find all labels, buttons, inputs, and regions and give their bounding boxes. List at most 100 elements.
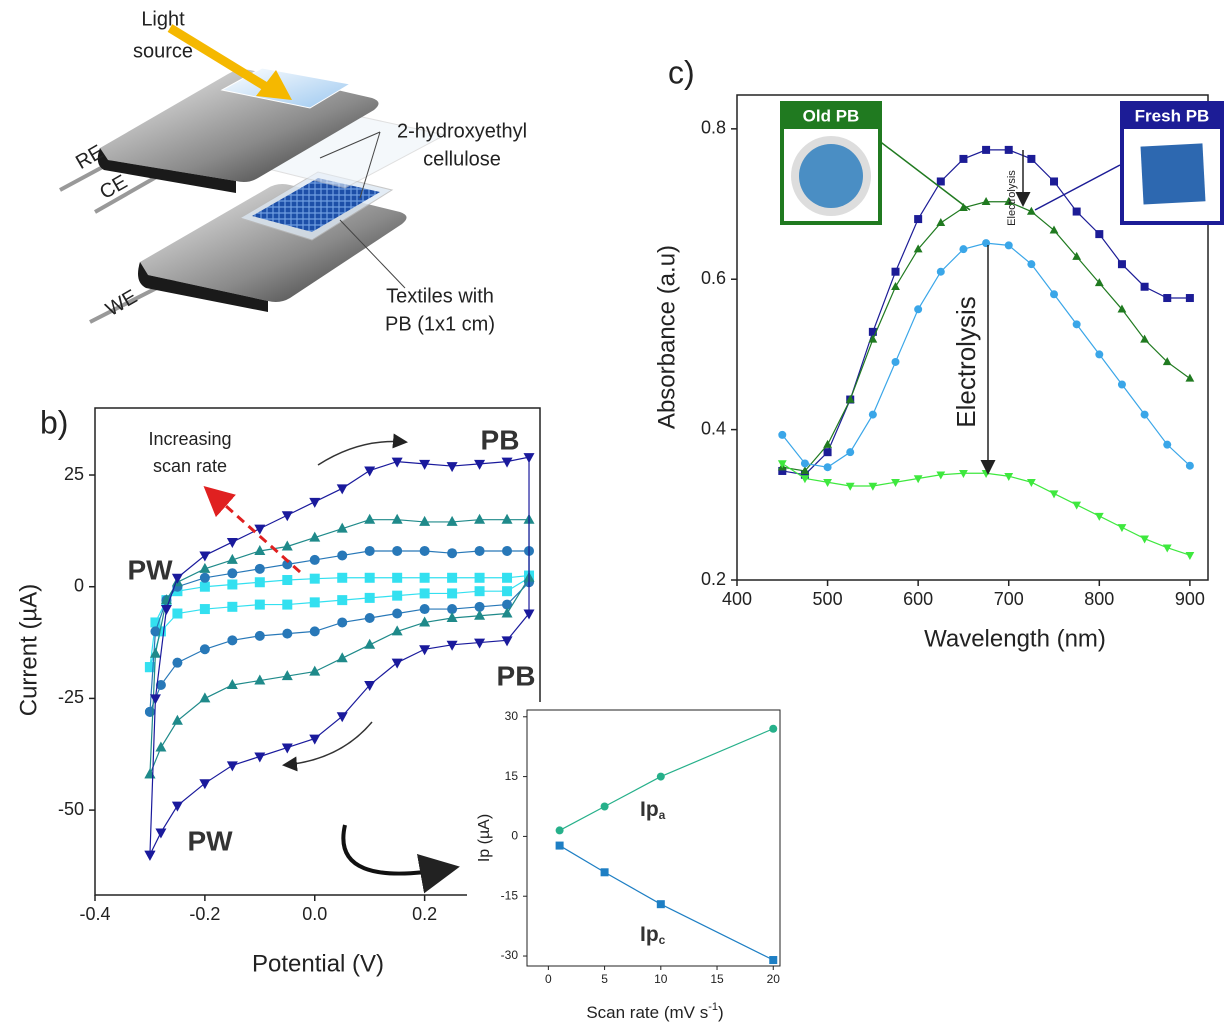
data-point	[309, 665, 321, 676]
data-point	[309, 554, 320, 565]
pointer	[339, 219, 406, 289]
data-point	[800, 459, 809, 468]
data-point	[1004, 145, 1013, 154]
data-point	[1094, 512, 1104, 521]
data-point	[199, 644, 210, 655]
data-point	[1072, 320, 1081, 329]
data-point	[391, 513, 403, 524]
data-point	[501, 513, 513, 524]
inset-annotations: Ip (µA) Scan rate (mV s-1) Ipa Ipc	[476, 798, 723, 1023]
data-point	[1095, 230, 1104, 239]
data-point	[199, 779, 211, 790]
data-point	[474, 586, 485, 597]
data-point	[199, 562, 211, 573]
data-point	[364, 612, 375, 623]
data-point	[309, 573, 320, 584]
data-point	[474, 601, 485, 612]
data-point	[823, 439, 832, 448]
data-point	[1050, 177, 1059, 186]
plot-frame	[526, 709, 781, 967]
old-pb-header	[782, 103, 880, 129]
data-point	[199, 572, 210, 583]
data-point	[227, 579, 238, 590]
x-tick-label: -0.4	[79, 904, 110, 924]
data-point	[226, 553, 238, 564]
fresh-pb-sample	[1140, 143, 1206, 205]
series-label-text: Ip	[640, 798, 659, 821]
device-diagram: Light source 2-hydroxyethyl cellulose Te…	[59, 8, 527, 335]
data-point	[254, 752, 266, 763]
x-tick-label: 600	[903, 589, 933, 609]
cv-chart: -0.4 -0.2 0.0 0.2 -50 -25 0 25	[58, 407, 541, 924]
annotation: Old PB	[803, 106, 860, 125]
absorbance-annotations: c) Absorbance (a.u) Wavelength (nm) Elec…	[653, 54, 1224, 652]
data-point	[769, 724, 778, 733]
data-point	[959, 470, 968, 479]
data-point	[281, 670, 293, 681]
data-point	[1072, 251, 1082, 260]
x-tick-label: 500	[813, 589, 843, 609]
data-point	[447, 588, 458, 599]
data-point	[1140, 410, 1149, 419]
data-point	[419, 616, 431, 627]
data-point	[1185, 461, 1194, 470]
x-axis-label-text: Scan rate (mV s	[586, 1003, 708, 1022]
data-point	[914, 305, 923, 314]
data-point	[959, 245, 968, 254]
electrode-label: CE	[96, 171, 131, 204]
cv-annotations: b) Current (µA) Potential (V) Increasing…	[15, 404, 535, 977]
data-point	[160, 605, 172, 616]
data-point	[337, 550, 348, 561]
diagram-label: source	[133, 40, 193, 62]
data-point	[936, 471, 946, 480]
data-point	[656, 772, 665, 781]
data-point	[1163, 440, 1172, 449]
data-point	[226, 538, 238, 549]
data-point	[172, 608, 183, 619]
data-point	[364, 681, 376, 692]
data-point	[1027, 154, 1036, 163]
data-point	[419, 515, 431, 526]
y-tick-label: -15	[501, 888, 519, 902]
series-label: Ipa	[640, 798, 666, 823]
data-point	[868, 482, 878, 491]
upper-electrode-side	[97, 148, 236, 193]
data-point	[845, 394, 855, 403]
data-point	[501, 457, 513, 468]
data-point	[936, 177, 945, 186]
data-point	[474, 513, 486, 524]
data-point	[447, 604, 458, 615]
data-point	[523, 453, 535, 464]
scan-rate-arrow	[203, 486, 301, 574]
y-axis-label: Absorbance (a.u)	[653, 245, 680, 429]
data-point	[364, 545, 375, 556]
data-point	[1117, 380, 1126, 389]
data-point	[447, 548, 458, 559]
data-point	[254, 599, 265, 610]
data-point	[1162, 544, 1172, 553]
data-point	[891, 357, 900, 366]
annotation: PB	[497, 660, 536, 691]
leader	[877, 139, 971, 211]
data-point	[336, 522, 348, 533]
data-point	[227, 635, 238, 646]
data-point	[1072, 207, 1081, 216]
data-point	[150, 626, 161, 637]
y-tick-label: -30	[501, 948, 519, 962]
data-point	[392, 608, 403, 619]
data-point	[364, 466, 376, 477]
data-point	[777, 460, 787, 469]
x-tick-label: 5	[601, 972, 608, 986]
data-point	[936, 267, 945, 276]
data-point	[419, 588, 430, 599]
y-tick-label: 25	[64, 464, 84, 484]
data-point	[502, 599, 513, 610]
data-point	[254, 563, 265, 574]
lower-electrode-side	[138, 262, 268, 312]
pb-textile	[252, 178, 380, 232]
data-point	[171, 714, 183, 725]
data-point	[936, 218, 946, 227]
data-point	[419, 604, 430, 615]
data-point	[868, 334, 878, 343]
data-point	[1185, 294, 1194, 303]
